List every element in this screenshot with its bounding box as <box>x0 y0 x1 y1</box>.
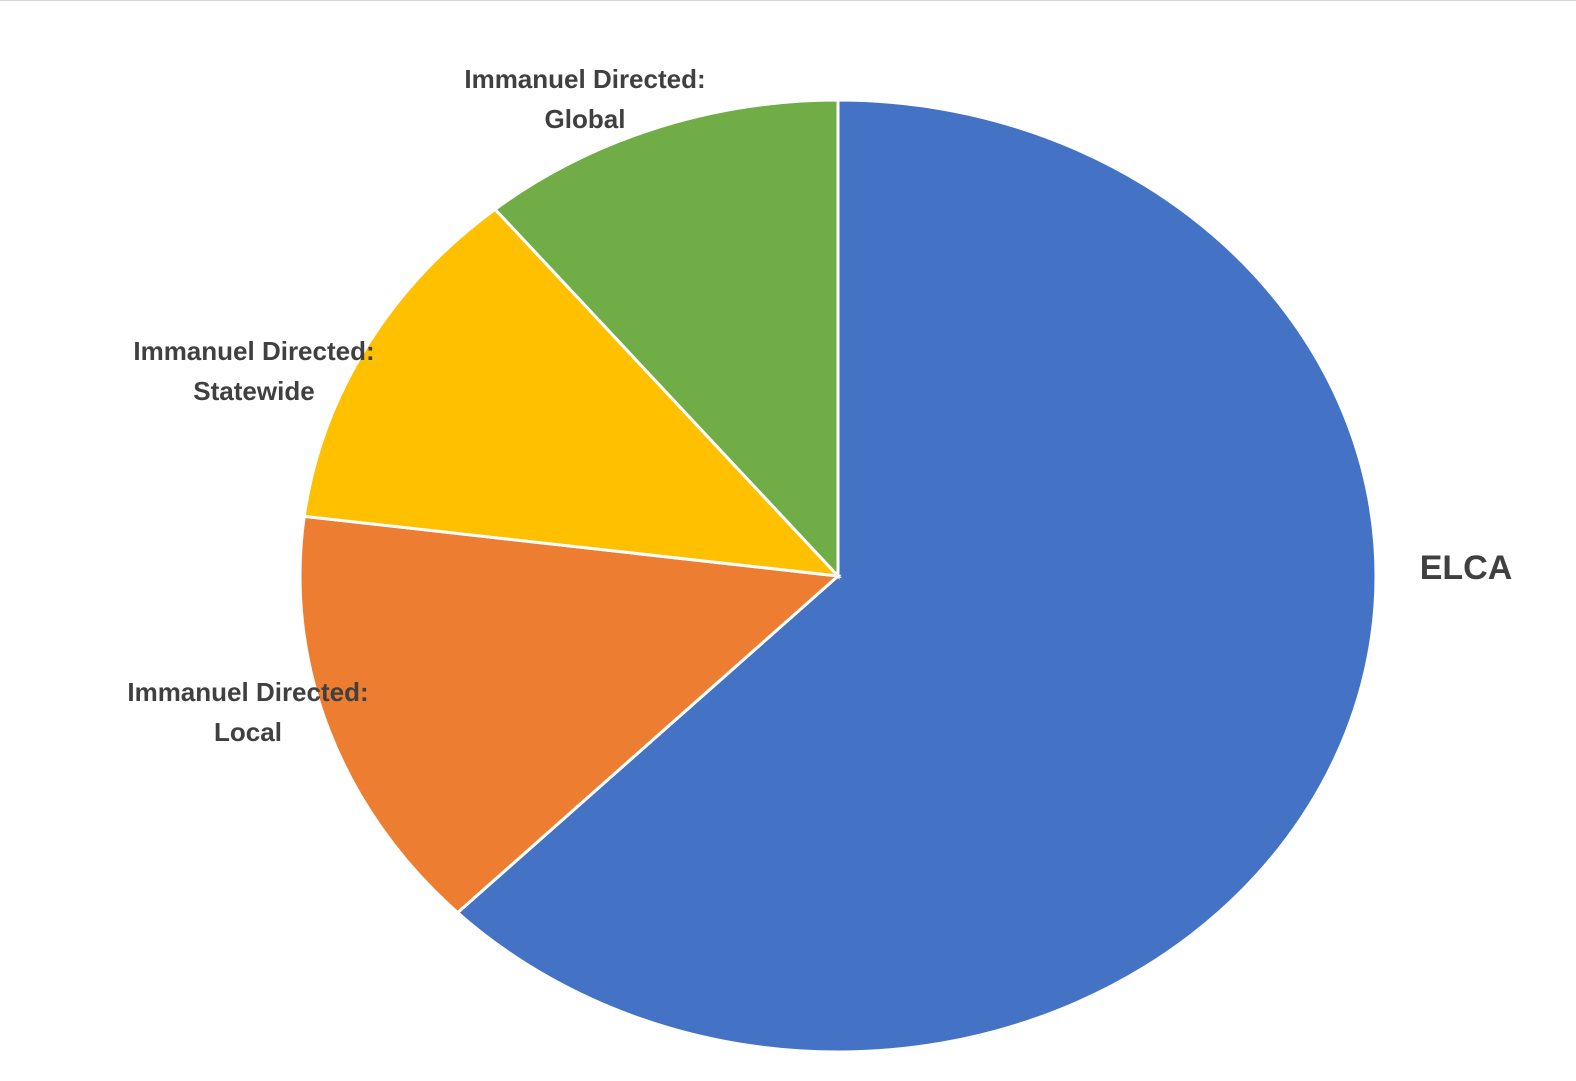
slice-label-3: Immanuel Directed: Statewide <box>133 331 374 411</box>
slice-label-2: Immanuel Directed: Local <box>127 672 368 752</box>
slice-label-line: Local <box>214 717 282 747</box>
pie-slice-4 <box>492 98 840 580</box>
slice-label-line: ELCA <box>1419 549 1513 587</box>
pie-slice-1 <box>455 98 1378 1054</box>
slice-label-line: Global <box>544 104 626 134</box>
slice-label-line: Statewide <box>193 376 315 406</box>
pie-slice-2 <box>298 514 842 915</box>
slice-label-line: Immanuel Directed: <box>127 677 369 707</box>
slice-label-1: ELCA <box>1420 548 1513 588</box>
pie-slice-3 <box>302 207 842 578</box>
slice-label-line: Immanuel Directed: <box>133 336 375 366</box>
slice-label-4: Immanuel Directed: Global <box>464 59 705 139</box>
slice-label-line: Immanuel Directed: <box>464 64 706 94</box>
